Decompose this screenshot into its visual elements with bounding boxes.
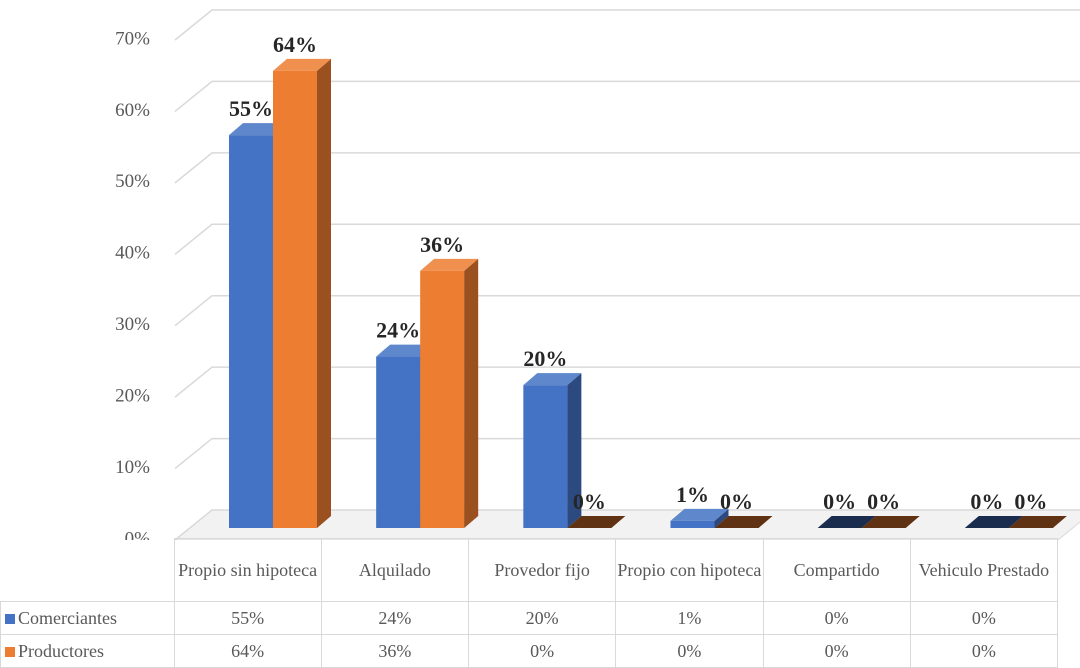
y-tick-label: 50% <box>115 171 150 192</box>
bar-top-shade <box>273 58 331 71</box>
category-label: Vehiculo Prestado <box>909 538 1059 602</box>
bar <box>420 270 465 528</box>
bar-side <box>714 508 729 528</box>
bar-top <box>273 58 331 71</box>
legend-entry: Productores <box>0 634 175 668</box>
bar <box>229 135 273 528</box>
table-value: 36% <box>320 634 470 668</box>
bar <box>670 520 715 528</box>
table-value: 0% <box>762 601 911 635</box>
bar-side-shade <box>714 508 729 528</box>
table-value: 55% <box>173 601 322 635</box>
grid-line <box>174 437 1080 470</box>
bar-top-shade <box>229 123 287 136</box>
grid-line <box>174 509 1080 540</box>
bar-top <box>420 258 479 271</box>
data-label: 55% <box>229 96 273 121</box>
category-label: Compartido <box>762 538 911 602</box>
data-label: 0% <box>823 489 856 514</box>
y-tick-label: 10% <box>115 457 150 478</box>
y-tick-label: 30% <box>115 314 150 335</box>
y-tick-label: 60% <box>115 100 150 121</box>
bar-top-shade <box>714 516 773 528</box>
legend-swatch <box>5 614 15 624</box>
legend-swatch <box>5 647 15 657</box>
category-label: Propio con hipoteca <box>615 538 764 602</box>
bar-side-shade <box>567 373 582 528</box>
table-value: 20% <box>467 601 617 635</box>
legend-entry: Comerciantes <box>0 601 175 635</box>
bar-top-shade <box>420 258 479 271</box>
bar <box>523 385 568 528</box>
bar-top-shade <box>567 516 626 528</box>
table-row: Comerciantes 55% 24% 20% 1% 0% 0% <box>0 601 1059 635</box>
y-tick-label: 20% <box>115 386 150 407</box>
bar-top <box>229 123 287 136</box>
grid-line <box>174 294 1080 327</box>
category-label: Propio sin hipoteca <box>173 538 322 602</box>
table-value: 24% <box>320 601 470 635</box>
bar-top-shade <box>376 344 435 357</box>
table-value: 0% <box>762 634 911 668</box>
grid-line <box>174 366 1080 398</box>
bar-top <box>523 373 582 386</box>
data-label: 0% <box>867 489 900 514</box>
bar-top-shade <box>861 516 920 528</box>
table-value: 0% <box>909 601 1059 635</box>
table-value: 64% <box>173 634 322 668</box>
data-label: 0% <box>720 489 753 514</box>
category-label: Provedor fijo <box>467 538 617 602</box>
data-label: 64% <box>273 32 317 57</box>
y-tick-label: 40% <box>115 243 150 264</box>
table-header-row: Propio sin hipoteca Alquilado Provedor fij… <box>1 538 1059 602</box>
table-value: 0% <box>615 634 764 668</box>
y-tick-label: 70% <box>115 28 150 49</box>
data-label: 1% <box>676 482 709 507</box>
bar-side <box>567 373 582 528</box>
bar-side <box>464 258 479 528</box>
bar-side-shade <box>317 58 331 528</box>
bar-top-shade <box>817 516 876 528</box>
category-label: Alquilado <box>320 538 470 602</box>
bar-top <box>376 344 435 357</box>
bar-top-shade <box>1008 516 1067 528</box>
data-label: 24% <box>376 318 420 343</box>
table-value: 0% <box>909 634 1059 668</box>
data-label: 0% <box>970 489 1003 514</box>
data-label: 20% <box>523 346 567 371</box>
chart: 0% 10% 20% 30% 40% 50% 60% 70% 55% 64% 24% 36% 20% 0%… <box>115 9 1080 540</box>
bar-side <box>317 58 331 528</box>
bar <box>376 356 421 528</box>
bar-side-shade <box>464 258 479 528</box>
data-table: Propio sin hipoteca Alquilado Provedor fij… <box>0 538 1059 668</box>
bar <box>273 70 317 528</box>
data-label: 0% <box>573 489 606 514</box>
data-label: 36% <box>420 232 464 257</box>
y-tick-label: 0% <box>125 528 151 540</box>
table-value: 1% <box>615 601 764 635</box>
legend-label: Productores <box>18 641 104 661</box>
grid-line <box>174 9 1080 41</box>
bar-top <box>670 508 729 521</box>
data-label: 0% <box>1014 489 1047 514</box>
table-corner <box>1 539 175 602</box>
grid-line <box>174 223 1080 255</box>
bar-top-shade <box>670 508 729 521</box>
grid-line <box>174 80 1080 113</box>
table-value: 0% <box>467 634 617 668</box>
grid-line <box>174 152 1080 184</box>
table-row: Productores 64% 36% 0% 0% 0% 0% <box>0 634 1059 668</box>
legend-label: Comerciantes <box>18 608 117 628</box>
bar-top-shade <box>964 516 1023 528</box>
bar-top-shade <box>523 373 582 386</box>
